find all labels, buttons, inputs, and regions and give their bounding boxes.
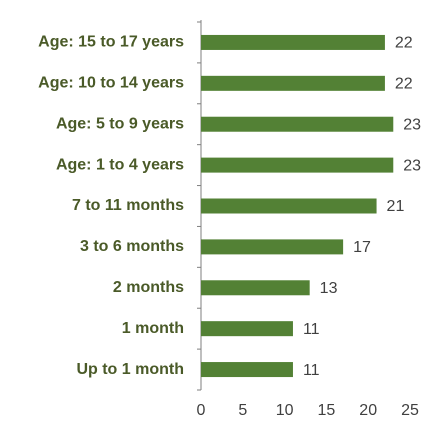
x-tick-label: 15 bbox=[318, 402, 336, 419]
y-tick-label: Age: 15 to 17 years bbox=[38, 34, 184, 51]
value-label: 22 bbox=[395, 76, 413, 93]
y-tick-label: 1 month bbox=[122, 320, 184, 337]
bar bbox=[201, 280, 310, 296]
y-tick-label: 2 months bbox=[113, 279, 184, 296]
x-tick-label: 0 bbox=[197, 402, 206, 419]
x-tick-label: 20 bbox=[359, 402, 377, 419]
x-tick-label: 25 bbox=[401, 402, 419, 419]
y-tick-label: Age: 1 to 4 years bbox=[56, 156, 184, 173]
y-tick-label: 3 to 6 months bbox=[80, 238, 184, 255]
y-tick-label: 7 to 11 months bbox=[72, 197, 184, 214]
y-tick-label: Up to 1 month bbox=[76, 361, 184, 378]
value-label: 11 bbox=[303, 362, 320, 379]
bar bbox=[201, 239, 344, 255]
bar bbox=[201, 198, 377, 214]
value-label: 23 bbox=[403, 116, 421, 133]
bar bbox=[201, 157, 394, 173]
x-tick-label: 5 bbox=[238, 402, 247, 419]
bar bbox=[201, 34, 385, 50]
value-label: 21 bbox=[387, 198, 405, 215]
bar bbox=[201, 321, 293, 337]
x-tick-label: 10 bbox=[276, 402, 294, 419]
value-label: 11 bbox=[303, 321, 320, 338]
value-label: 13 bbox=[320, 280, 338, 297]
value-label: 22 bbox=[395, 35, 413, 52]
y-tick-label: Age: 5 to 9 years bbox=[56, 115, 184, 132]
bar bbox=[201, 116, 394, 132]
bar bbox=[201, 75, 385, 91]
y-tick-label: Age: 10 to 14 years bbox=[38, 75, 184, 92]
value-label: 23 bbox=[403, 157, 421, 174]
value-label: 17 bbox=[353, 239, 371, 256]
bar bbox=[201, 362, 293, 378]
